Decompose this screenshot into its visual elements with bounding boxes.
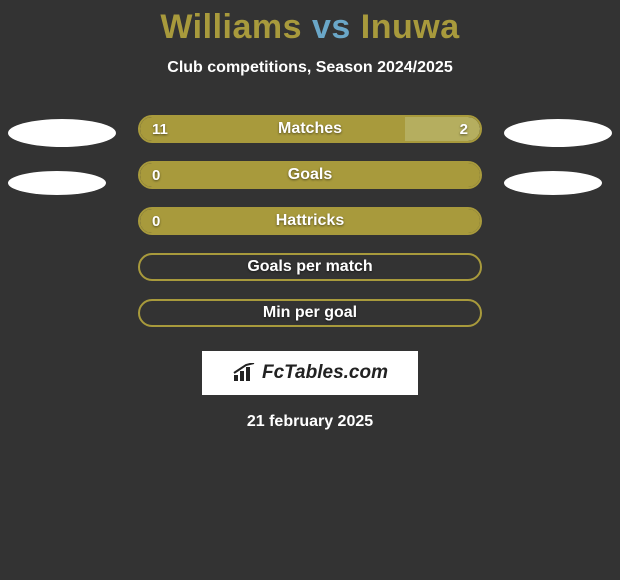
logo-text: FcTables.com [262, 362, 388, 384]
source-logo: FcTables.com [202, 351, 418, 395]
avatar [504, 171, 602, 195]
bar-value-left: 11 [140, 117, 180, 141]
avatar-column-right [504, 115, 612, 195]
bar-row: Min per goal [138, 299, 482, 327]
avatar [504, 119, 612, 147]
title-right: Inuwa [361, 8, 460, 46]
page-title: Williams vs Inuwa [160, 8, 459, 47]
avatar [8, 119, 116, 147]
avatar [8, 171, 106, 195]
bar-label: Hattricks [140, 209, 480, 233]
title-left: Williams [160, 8, 302, 46]
bar-row: Goals0 [138, 161, 482, 189]
comparison-chart: Matches112Goals0Hattricks0Goals per matc… [0, 115, 620, 327]
bar-label: Goals [140, 163, 480, 187]
date-label: 21 february 2025 [247, 413, 373, 431]
bar-label: Matches [140, 117, 480, 141]
bar-row: Matches11 2 [138, 115, 482, 143]
subtitle: Club competitions, Season 2024/2025 [167, 59, 452, 77]
bar-row: Hattricks0 [138, 207, 482, 235]
root-container: Williams vs Inuwa Club competitions, Sea… [0, 0, 620, 431]
chart-icon [232, 363, 256, 383]
bar-list: Matches112Goals0Hattricks0Goals per matc… [138, 115, 482, 327]
avatar-column-left [8, 115, 116, 195]
bar-row: Goals per match [138, 253, 482, 281]
bar-value-left: 0 [140, 163, 172, 187]
bar-label: Goals per match [140, 255, 480, 279]
bar-label: Min per goal [140, 301, 480, 325]
bar-value-left: 0 [140, 209, 172, 233]
title-vs: vs [312, 8, 351, 46]
bar-value-right: 2 [448, 117, 480, 141]
